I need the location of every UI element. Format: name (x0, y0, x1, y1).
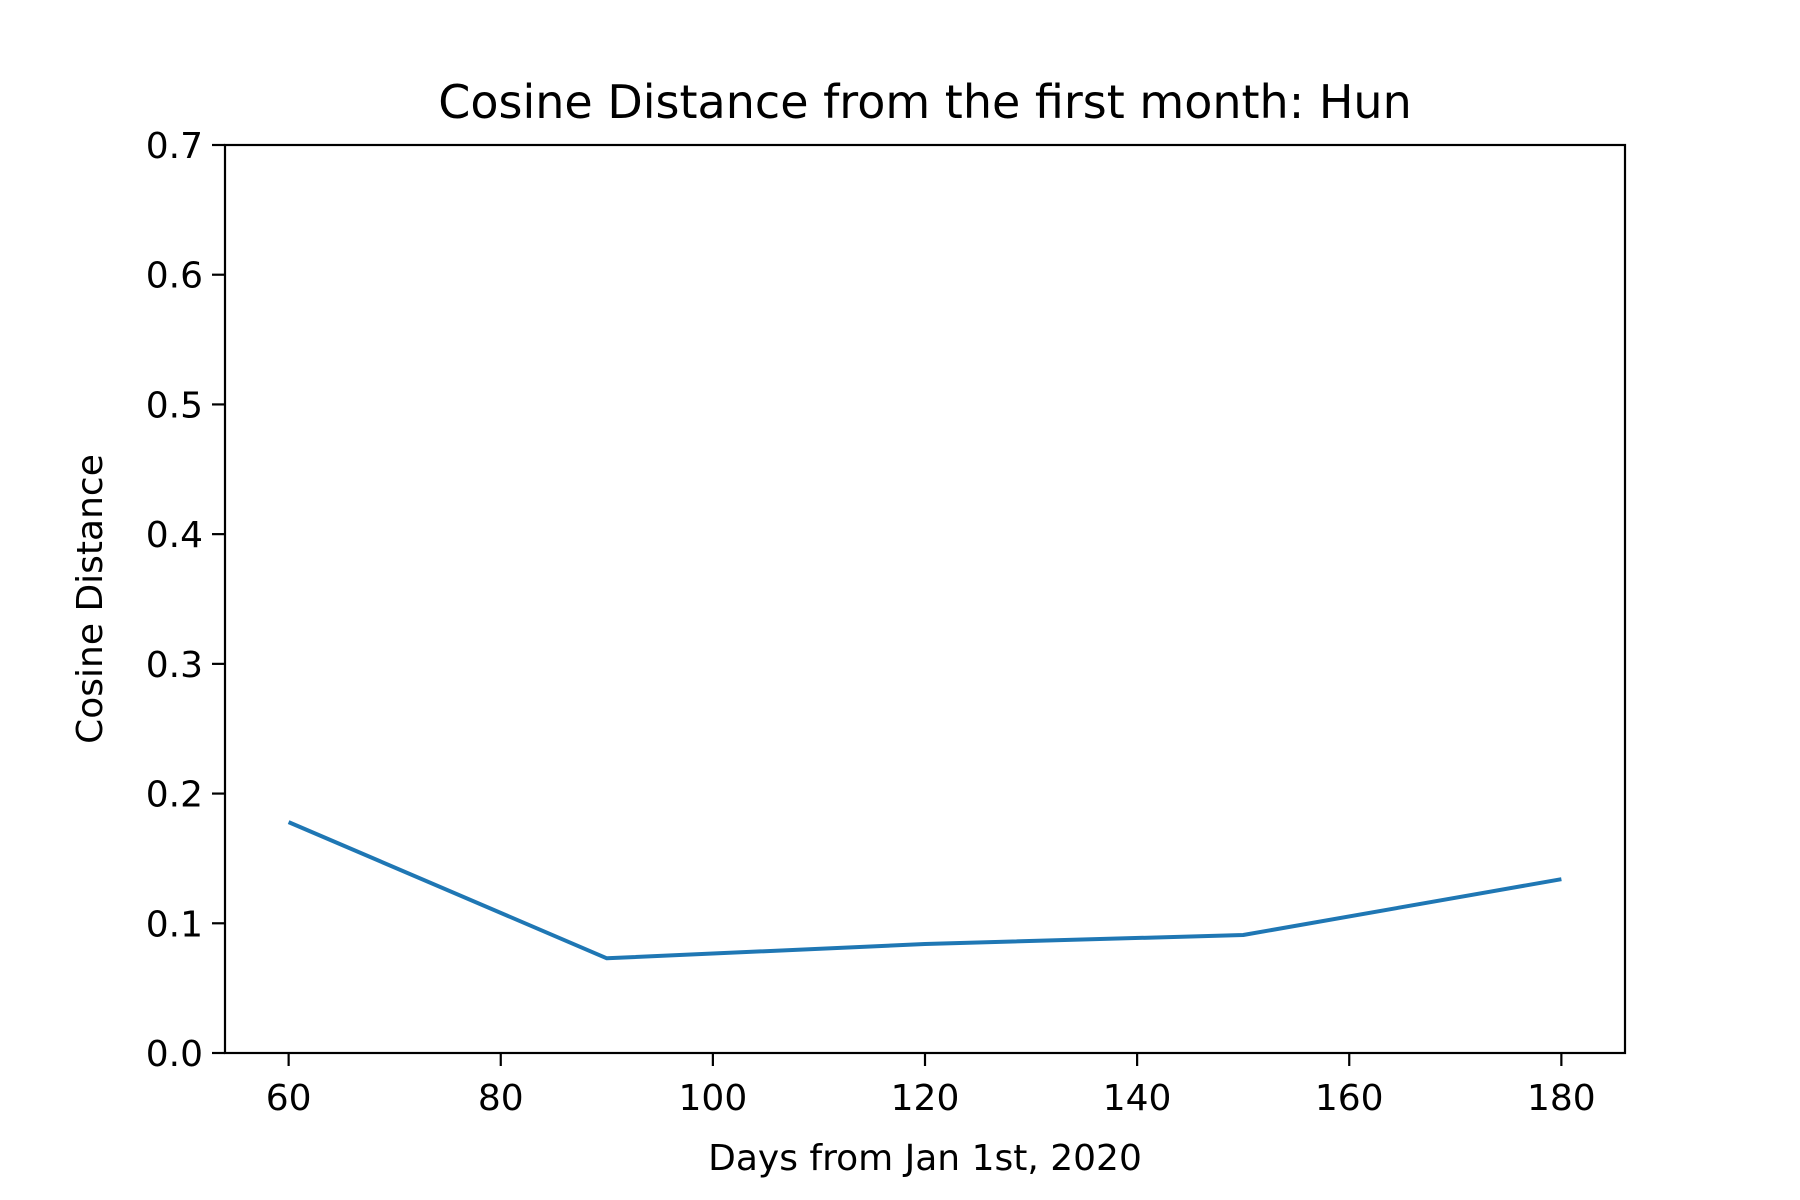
y-tick-label: 0.2 (146, 775, 203, 816)
x-tick-label: 140 (1103, 1078, 1172, 1119)
y-tick-label: 0.6 (146, 256, 203, 297)
y-tick-label: 0.4 (146, 515, 203, 556)
x-tick-label: 180 (1527, 1078, 1596, 1119)
y-tick-label: 0.1 (146, 904, 203, 945)
x-axis: 60 80 100 120 140 160 180 (266, 1053, 1596, 1119)
y-tick-label: 0.5 (146, 385, 203, 426)
series-line-0 (287, 820, 1562, 961)
x-tick-label: 100 (679, 1078, 748, 1119)
series-layer (287, 820, 1562, 961)
x-tick-label: 60 (266, 1078, 312, 1119)
x-tick-label: 80 (478, 1078, 524, 1119)
chart-title: Cosine Distance from the first month: Hu… (438, 75, 1411, 129)
y-tick-label: 0.0 (146, 1034, 203, 1075)
y-tick-label: 0.3 (146, 645, 203, 686)
x-tick-label: 160 (1315, 1078, 1384, 1119)
x-tick-label: 120 (891, 1078, 960, 1119)
plot-area-frame (223, 143, 1627, 1055)
y-axis-label: Cosine Distance (70, 454, 111, 744)
y-tick-label: 0.7 (146, 126, 203, 167)
x-axis-label: Days from Jan 1st, 2020 (708, 1138, 1142, 1179)
y-axis: 0.0 0.1 0.2 0.3 0.4 0.5 0.6 0.7 (146, 126, 225, 1075)
